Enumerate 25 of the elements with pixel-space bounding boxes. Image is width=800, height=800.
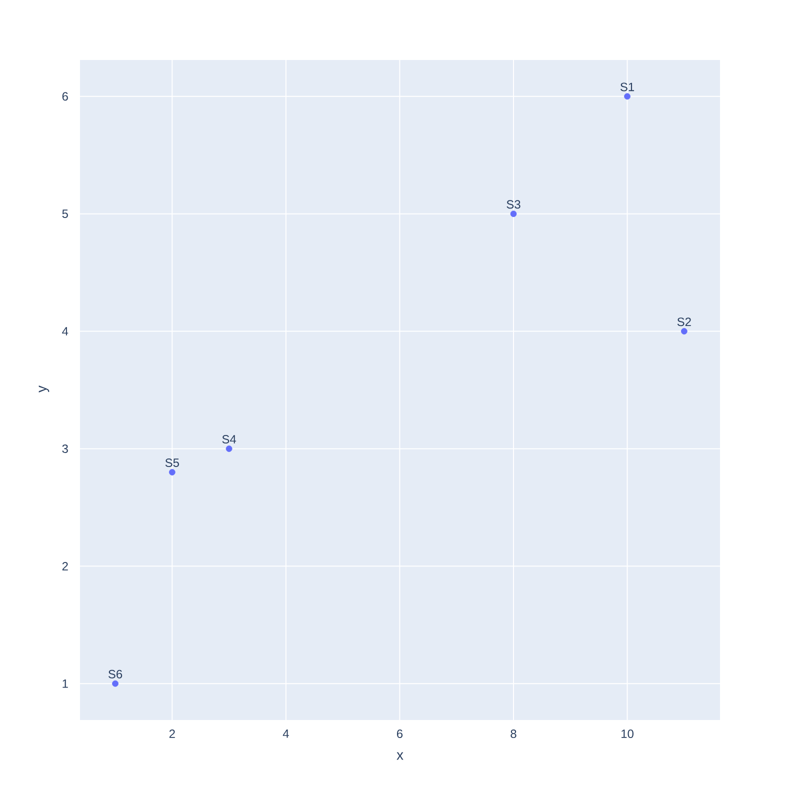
annotation: S5 [165, 458, 179, 467]
point [168, 469, 176, 476]
annotation: S2 [677, 318, 691, 326]
point [226, 446, 232, 452]
annotation: S6 [108, 670, 122, 678]
point [112, 680, 118, 687]
y-tick-label: 3 [62, 444, 68, 453]
x-tick-label: 2 [169, 730, 175, 738]
annotation: S3 [506, 200, 520, 209]
y-tick-label: 6 [62, 92, 68, 101]
y-tick-label: 5 [62, 210, 68, 218]
x-tick-label: 6 [396, 730, 403, 738]
point [680, 328, 688, 334]
y-axis-title: y [38, 386, 50, 392]
y-tick-label: 4 [62, 327, 68, 336]
x-tick-label: 4 [282, 730, 289, 738]
point [624, 93, 630, 100]
x-tick-label: 10 [622, 730, 634, 738]
y-tick-label: 1 [62, 679, 68, 688]
x-axis-title: x [396, 752, 404, 760]
x-tick-label: 8 [510, 730, 516, 738]
annotation: S1 [620, 82, 634, 92]
y-tick-label: 2 [62, 562, 68, 570]
point [510, 210, 517, 218]
annotation: S4 [222, 435, 236, 444]
